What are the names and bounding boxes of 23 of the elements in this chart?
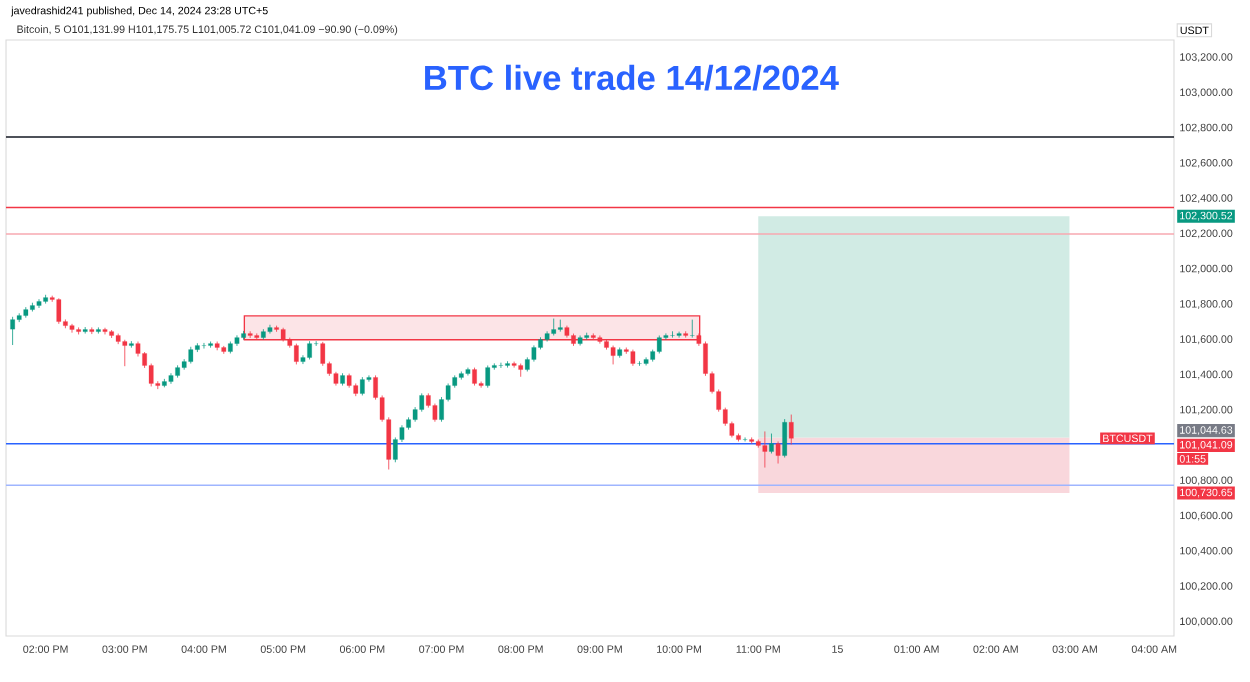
- candlestick: [557, 319, 563, 333]
- candlestick: [10, 316, 15, 346]
- candlestick: [234, 334, 240, 347]
- candlestick: [168, 372, 174, 385]
- candlestick: [775, 441, 781, 464]
- candlestick: [294, 343, 299, 365]
- candlestick: [788, 414, 794, 445]
- candlestick: [689, 319, 695, 339]
- candlestick: [485, 365, 491, 389]
- candlestick: [643, 356, 649, 366]
- candlestick: [122, 339, 128, 367]
- candlestick: [201, 342, 207, 349]
- candlestick: [498, 362, 504, 369]
- candlestick: [267, 324, 273, 334]
- candlestick: [360, 376, 365, 396]
- candlestick: [307, 340, 312, 360]
- candlestick: [782, 418, 787, 458]
- candlestick: [610, 345, 616, 365]
- candlestick: [762, 431, 768, 468]
- candlestick: [769, 433, 774, 454]
- candlestick: [56, 297, 62, 325]
- candlestick: [465, 367, 471, 376]
- text: BTC live trade 14/12/2024: [425, 64, 839, 91]
